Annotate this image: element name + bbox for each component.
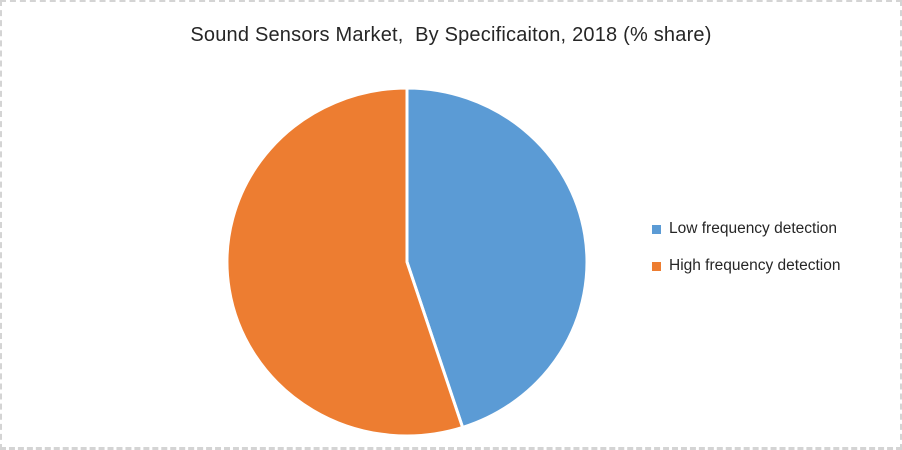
legend-label-low-frequency: Low frequency detection	[669, 220, 838, 237]
legend-label-high-frequency: High frequency detection	[669, 257, 841, 274]
chart-title: Sound Sensors Market, By Specificaiton, …	[190, 24, 712, 46]
legend-item-high-frequency-detection: High frequency detection	[652, 256, 840, 276]
pie-slice-high-frequency-detection	[225, 86, 465, 438]
legend: Low frequency detection High frequency d…	[652, 219, 840, 276]
legend-item-low-frequency-detection: Low frequency detection	[652, 219, 840, 239]
pie-slices-group	[225, 86, 589, 438]
pie-slice-low-frequency-detection	[405, 86, 589, 429]
legend-swatch-high-frequency-icon	[652, 261, 661, 271]
legend-swatch-low-frequency-icon	[652, 224, 661, 234]
